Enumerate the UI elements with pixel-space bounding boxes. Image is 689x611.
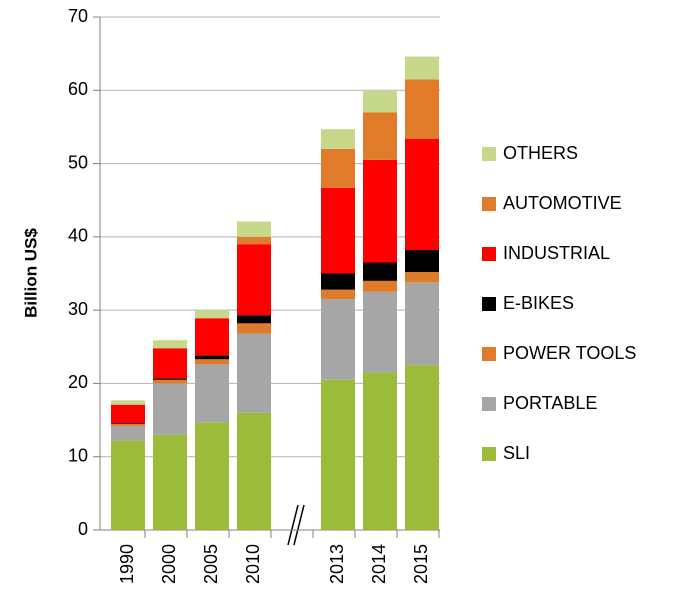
bar-segment: [405, 282, 439, 366]
legend-label: OTHERS: [503, 143, 578, 163]
bar-segment: [363, 291, 397, 373]
y-tick-label: 40: [68, 226, 88, 246]
x-tick-label: 2014: [369, 544, 389, 584]
bar-segment: [363, 112, 397, 160]
y-tick-label: 50: [68, 152, 88, 172]
axis-break: [287, 504, 305, 546]
bar-segment: [153, 383, 187, 435]
legend-label: AUTOMOTIVE: [503, 193, 622, 213]
bar-segment: [363, 262, 397, 281]
bar-segment: [405, 56, 439, 80]
bar-segment: [153, 434, 187, 530]
bar-segment: [195, 355, 229, 360]
bar-segment: [405, 138, 439, 251]
bar-segment: [195, 422, 229, 530]
bar-segment: [405, 250, 439, 273]
bar-segment: [321, 289, 355, 300]
legend-swatch: [482, 297, 496, 311]
legend-label: INDUSTRIAL: [503, 243, 610, 263]
bar-segment: [237, 221, 271, 237]
bar-segment: [321, 129, 355, 149]
bar-segment: [111, 440, 145, 530]
legend-swatch: [482, 397, 496, 411]
x-tick-label: 2013: [327, 544, 347, 584]
x-tick-label: 2005: [201, 544, 221, 584]
bar-segment: [237, 236, 271, 245]
bar-segment: [237, 315, 271, 324]
bar-segment: [321, 148, 355, 188]
bar-segment: [237, 244, 271, 316]
bar-segment: [237, 333, 271, 413]
bar-segment: [237, 323, 271, 334]
y-tick-label: 20: [68, 372, 88, 392]
bar-segment: [363, 159, 397, 263]
y-tick-label: 0: [78, 519, 88, 539]
bar-segment: [153, 340, 187, 349]
y-axis-label: Billion US$: [21, 228, 40, 318]
legend-swatch: [482, 447, 496, 461]
legend-label: POWER TOOLS: [503, 343, 636, 363]
bar-segment: [321, 187, 355, 274]
x-tick-label: 2000: [159, 544, 179, 584]
bar-segment: [405, 272, 439, 283]
bar-segment: [321, 273, 355, 290]
bar-segment: [111, 404, 145, 424]
bar-segment: [153, 379, 187, 384]
bar-segment: [363, 372, 397, 530]
bar-segment: [111, 400, 145, 405]
legend-swatch: [482, 347, 496, 361]
bar-segment: [363, 91, 397, 113]
bar-segment: [195, 310, 229, 319]
x-tick-label: 2015: [411, 544, 431, 584]
legend-swatch: [482, 197, 496, 211]
bar-segment: [195, 318, 229, 356]
legend-label: PORTABLE: [503, 393, 597, 413]
legend-swatch: [482, 247, 496, 261]
bar-segment: [405, 79, 439, 139]
bar-segment: [111, 423, 145, 426]
y-tick-label: 70: [68, 6, 88, 26]
x-tick-label: 2010: [243, 544, 263, 584]
bar-segment: [321, 379, 355, 530]
bar-segment: [111, 425, 145, 441]
y-tick-label: 10: [68, 445, 88, 465]
bar-segment: [405, 365, 439, 530]
bar-segment: [111, 423, 145, 424]
bar-segment: [153, 378, 187, 380]
legend-label: SLI: [503, 443, 530, 463]
bar-segment: [321, 299, 355, 380]
bar-segment: [237, 412, 271, 530]
bar-segment: [195, 359, 229, 365]
y-tick-label: 60: [68, 79, 88, 99]
y-tick-label: 30: [68, 299, 88, 319]
bar-segment: [195, 364, 229, 423]
legend-label: E-BIKES: [503, 293, 574, 313]
bar-segment: [153, 348, 187, 379]
x-tick-label: 1990: [117, 544, 137, 584]
legend-swatch: [482, 147, 496, 161]
bar-segment: [363, 280, 397, 292]
